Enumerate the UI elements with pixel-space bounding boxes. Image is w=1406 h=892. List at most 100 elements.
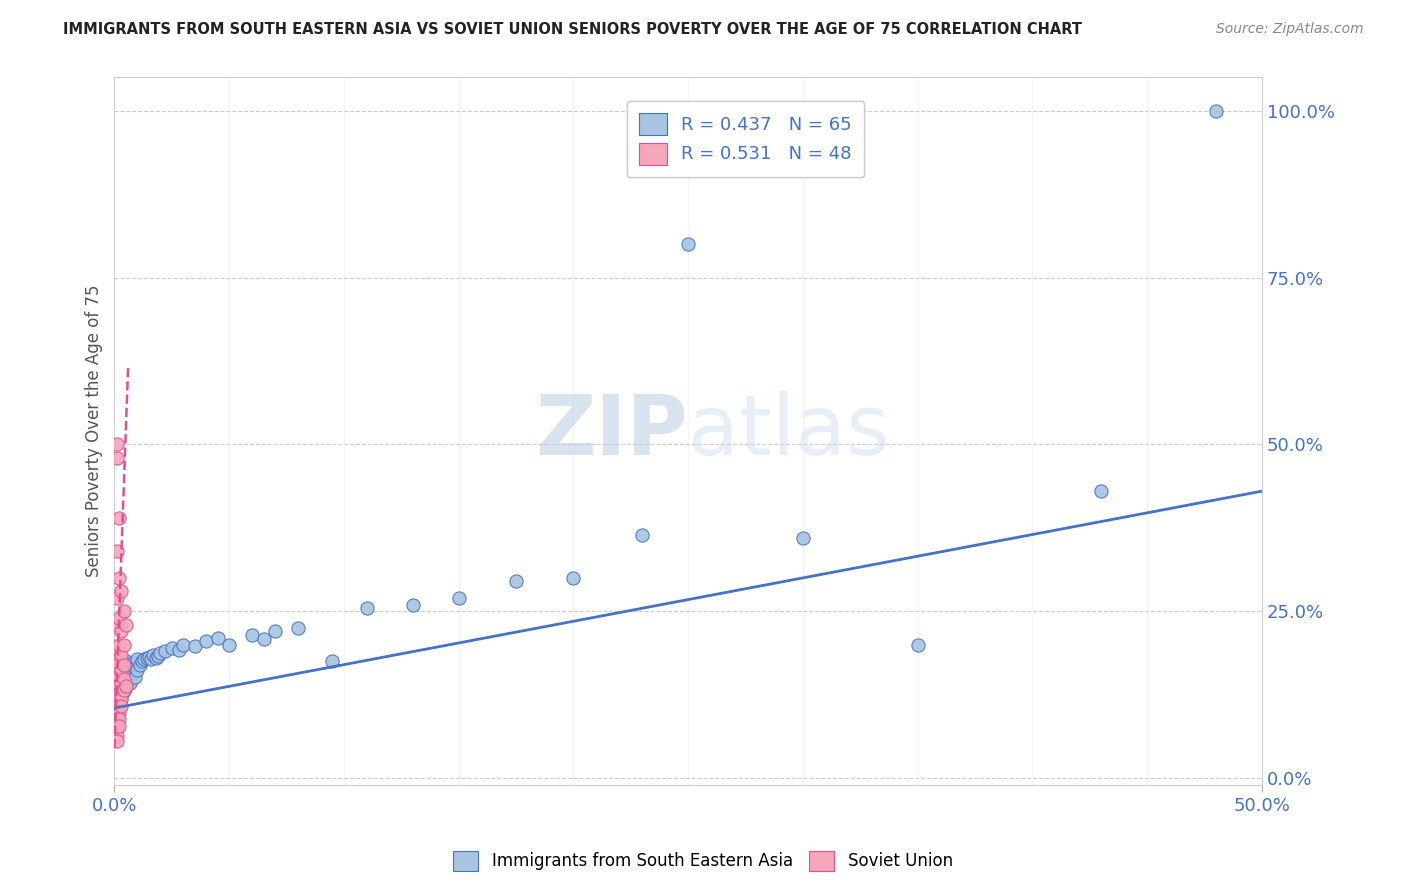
Point bbox=[145, 651, 167, 665]
Point bbox=[402, 598, 425, 612]
Point bbox=[195, 634, 218, 648]
Point bbox=[121, 657, 143, 671]
Point bbox=[108, 694, 131, 708]
Y-axis label: Seniors Poverty Over the Age of 75: Seniors Poverty Over the Age of 75 bbox=[86, 285, 103, 577]
Point bbox=[108, 692, 131, 706]
Point bbox=[139, 652, 162, 666]
Point bbox=[105, 716, 128, 731]
Point bbox=[105, 690, 128, 704]
Point bbox=[105, 617, 128, 632]
Point bbox=[105, 591, 128, 605]
Point bbox=[108, 712, 131, 726]
Point bbox=[110, 665, 132, 679]
Point bbox=[108, 706, 131, 720]
Point bbox=[110, 692, 132, 706]
Point bbox=[108, 511, 131, 525]
Point bbox=[112, 684, 135, 698]
Point bbox=[110, 684, 132, 698]
Point bbox=[115, 665, 138, 679]
Point bbox=[112, 671, 135, 685]
Point bbox=[108, 688, 131, 702]
Point bbox=[110, 698, 132, 713]
Point bbox=[105, 667, 128, 681]
Point bbox=[110, 691, 132, 706]
Point bbox=[172, 638, 194, 652]
Point bbox=[115, 617, 138, 632]
Point bbox=[1090, 484, 1112, 499]
Point bbox=[108, 669, 131, 683]
Point bbox=[240, 627, 263, 641]
Point bbox=[112, 657, 135, 672]
Point bbox=[146, 648, 169, 663]
Point bbox=[110, 675, 132, 690]
Text: atlas: atlas bbox=[688, 391, 890, 472]
Point bbox=[108, 698, 131, 713]
Point bbox=[321, 654, 343, 668]
Point bbox=[105, 544, 128, 558]
Point bbox=[112, 678, 135, 692]
Point bbox=[1205, 103, 1227, 118]
Point bbox=[149, 646, 172, 660]
Point bbox=[105, 665, 128, 679]
Point bbox=[112, 683, 135, 698]
Point bbox=[160, 640, 183, 655]
Point bbox=[105, 709, 128, 723]
Point bbox=[117, 674, 139, 689]
Point bbox=[108, 719, 131, 733]
Point bbox=[138, 649, 160, 664]
Point bbox=[105, 694, 128, 708]
Point bbox=[135, 651, 157, 665]
Point bbox=[252, 632, 274, 647]
Point bbox=[110, 624, 132, 639]
Point bbox=[108, 571, 131, 585]
Point bbox=[110, 648, 132, 662]
Point bbox=[105, 654, 128, 668]
Point bbox=[287, 621, 309, 635]
Point bbox=[128, 657, 150, 672]
Point bbox=[121, 665, 143, 680]
Point bbox=[112, 673, 135, 687]
Point bbox=[105, 734, 128, 748]
Point bbox=[207, 631, 229, 645]
Point bbox=[184, 639, 207, 653]
Text: IMMIGRANTS FROM SOUTH EASTERN ASIA VS SOVIET UNION SENIORS POVERTY OVER THE AGE : IMMIGRANTS FROM SOUTH EASTERN ASIA VS SO… bbox=[63, 22, 1083, 37]
Point bbox=[218, 638, 240, 652]
Point bbox=[447, 591, 470, 605]
Point bbox=[112, 638, 135, 652]
Text: ZIP: ZIP bbox=[536, 391, 688, 472]
Point bbox=[108, 678, 131, 692]
Point bbox=[115, 673, 138, 687]
Point bbox=[131, 654, 153, 668]
Point bbox=[112, 604, 135, 618]
Point bbox=[105, 437, 128, 451]
Point bbox=[356, 601, 378, 615]
Point bbox=[115, 679, 138, 693]
Point bbox=[105, 684, 128, 698]
Point bbox=[124, 661, 146, 675]
Point bbox=[120, 667, 142, 681]
Point bbox=[792, 531, 814, 545]
Point bbox=[115, 679, 138, 693]
Point bbox=[631, 527, 654, 541]
Point bbox=[127, 652, 149, 666]
Point bbox=[110, 671, 132, 685]
Point bbox=[505, 574, 527, 589]
Point bbox=[112, 661, 135, 675]
Point bbox=[117, 667, 139, 681]
Point bbox=[105, 450, 128, 465]
Legend: Immigrants from South Eastern Asia, Soviet Union: Immigrants from South Eastern Asia, Sovi… bbox=[444, 842, 962, 880]
Point bbox=[105, 673, 128, 687]
Point bbox=[110, 684, 132, 698]
Point bbox=[105, 684, 128, 698]
Point bbox=[108, 638, 131, 652]
Point bbox=[108, 611, 131, 625]
Legend: R = 0.437   N = 65, R = 0.531   N = 48: R = 0.437 N = 65, R = 0.531 N = 48 bbox=[627, 101, 865, 178]
Point bbox=[117, 657, 139, 672]
Point bbox=[907, 638, 929, 652]
Point bbox=[110, 678, 132, 692]
Point bbox=[108, 678, 131, 692]
Point bbox=[120, 675, 142, 690]
Point bbox=[134, 652, 156, 666]
Point bbox=[105, 723, 128, 737]
Point bbox=[110, 657, 132, 672]
